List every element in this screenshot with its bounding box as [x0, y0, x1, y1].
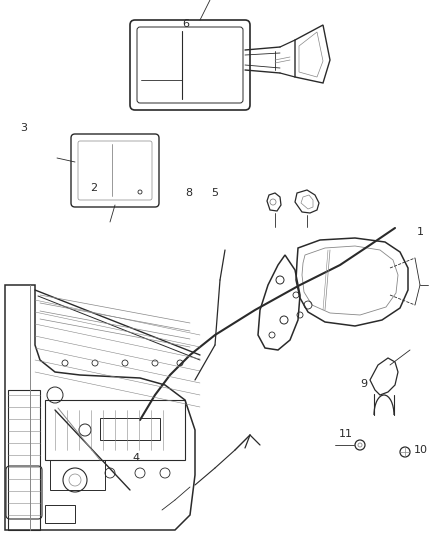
Text: 11: 11 [339, 430, 353, 439]
Text: 3: 3 [21, 123, 28, 133]
Bar [100, 418, 160, 440]
Text: 5: 5 [211, 189, 218, 198]
Text: 2: 2 [91, 183, 98, 192]
Text: 1: 1 [417, 227, 424, 237]
Bar [45, 505, 75, 523]
Text: 4: 4 [132, 454, 139, 463]
Text: 8: 8 [185, 189, 192, 198]
Text: 9: 9 [360, 379, 367, 389]
Text: 10: 10 [413, 446, 427, 455]
Bar [50, 460, 105, 490]
Bar [45, 400, 185, 460]
Text: 6: 6 [183, 19, 190, 29]
